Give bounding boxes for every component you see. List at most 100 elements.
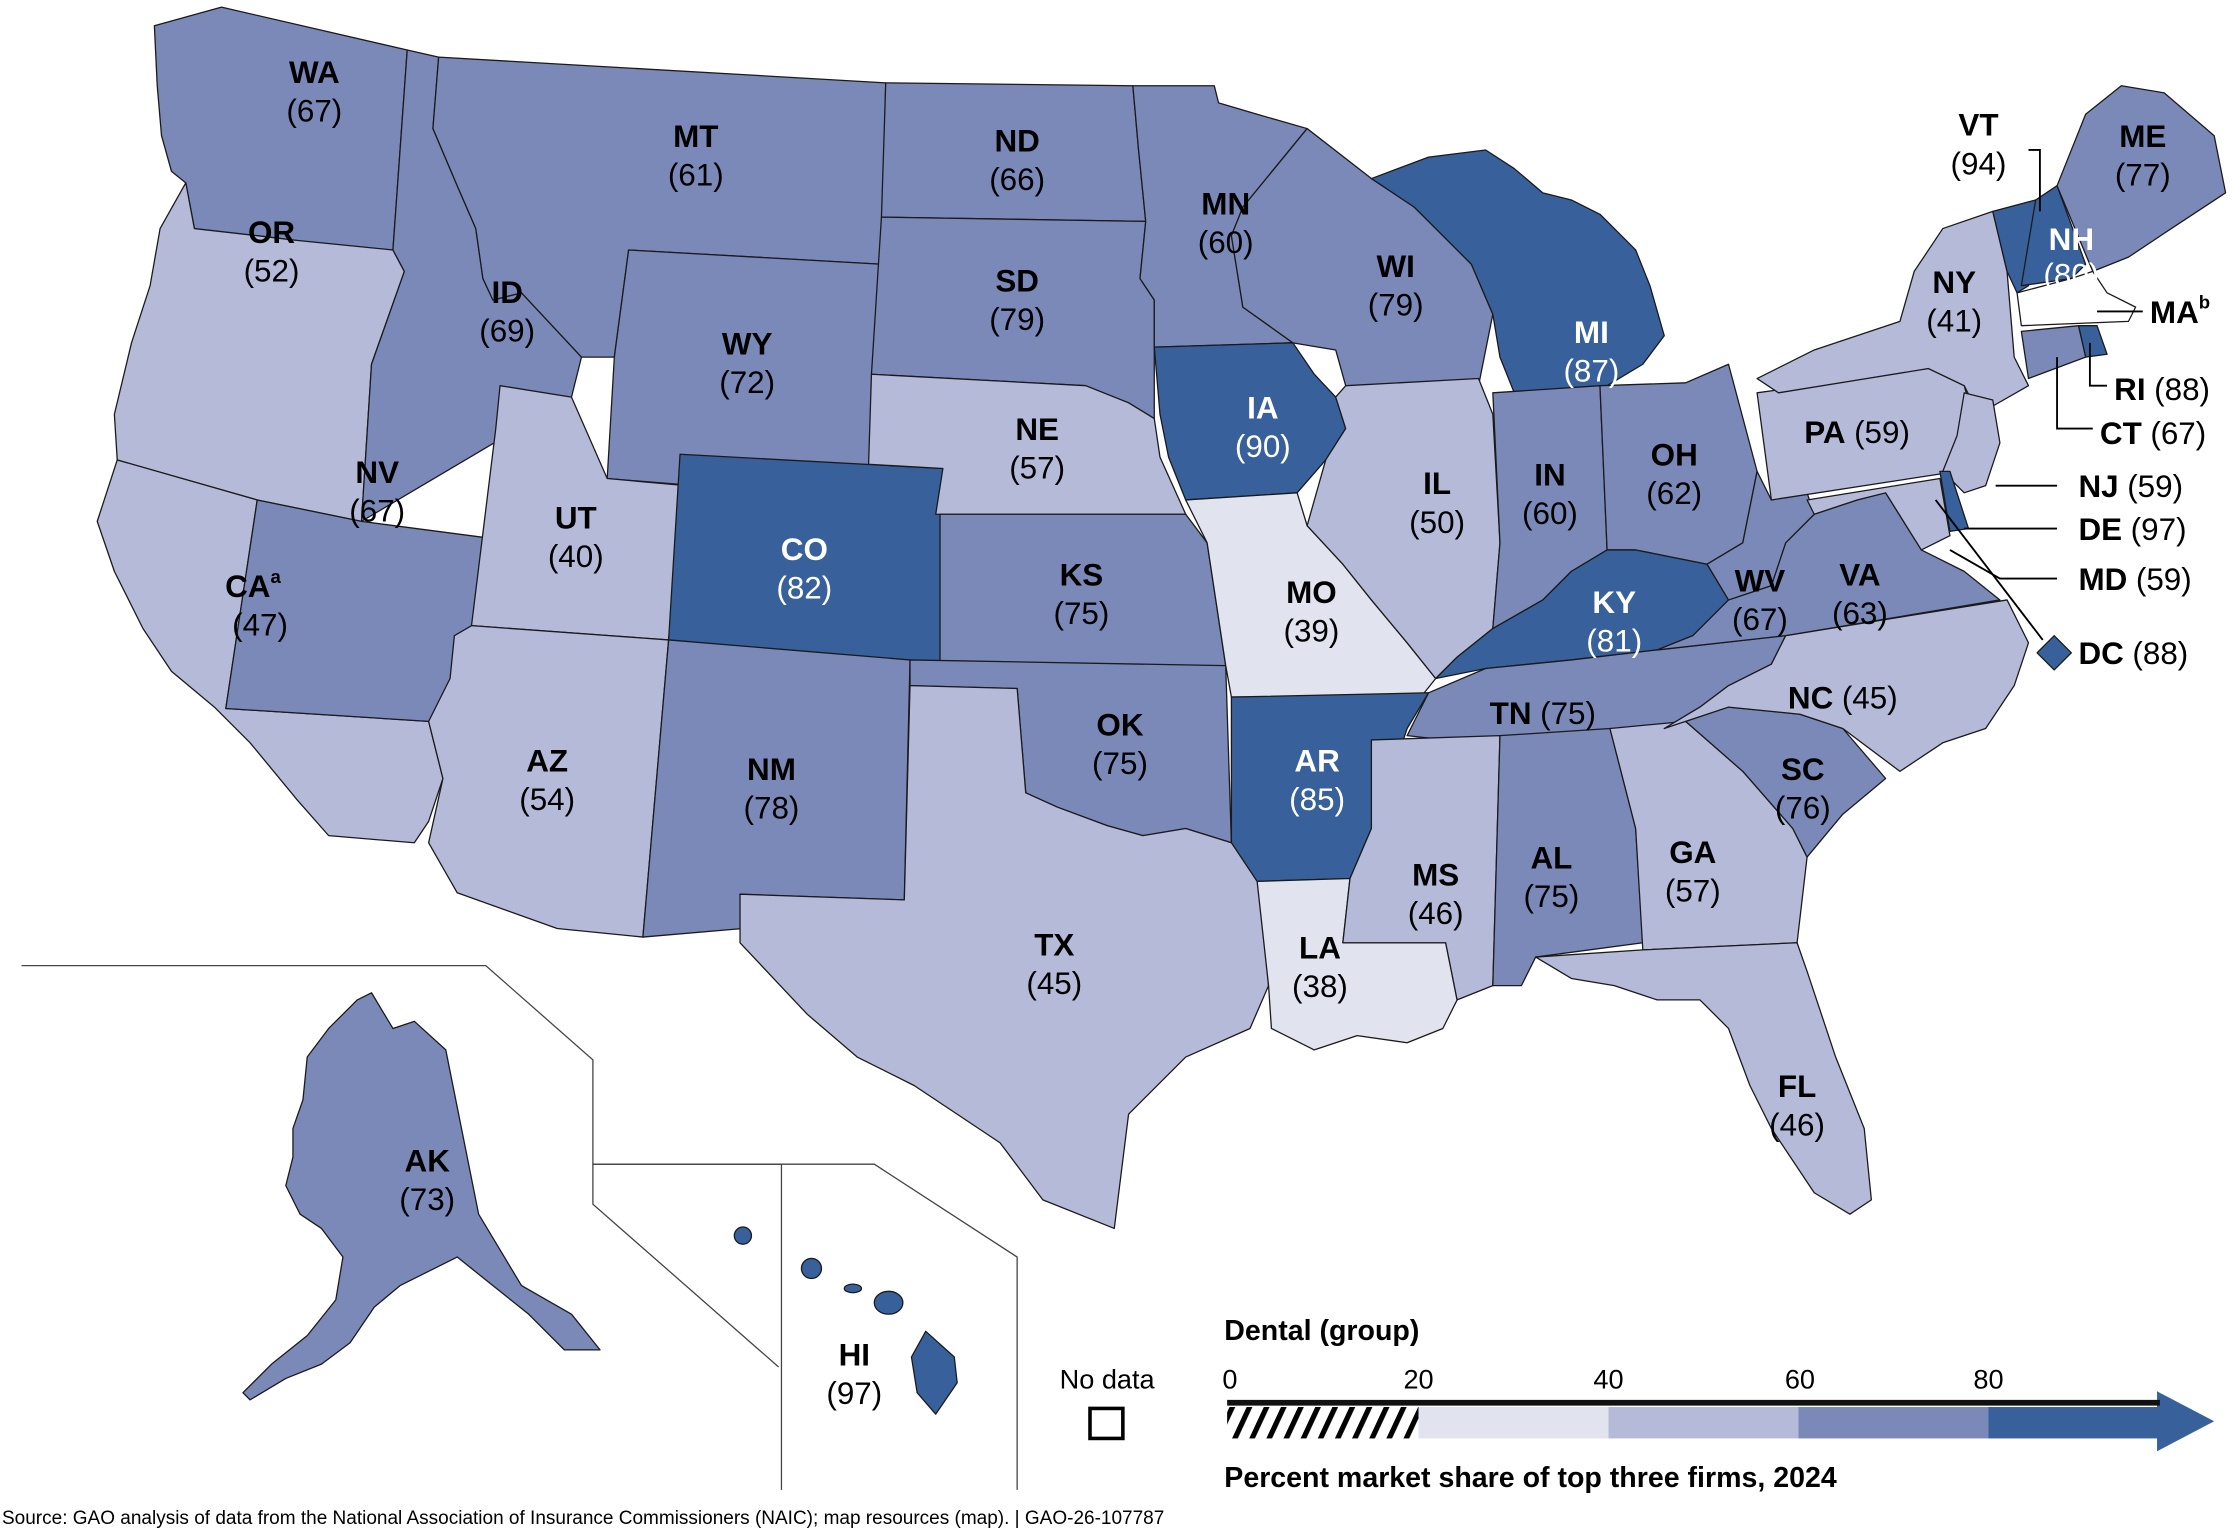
state-NE[interactable] — [867, 373, 1187, 515]
label-AZ-abbr: AZ — [526, 743, 568, 778]
label-AK-abbr: AK — [405, 1143, 451, 1178]
legend-bin-20-40 — [1418, 1407, 1609, 1439]
label-AZ-value: (54) — [519, 782, 575, 817]
label-OH-value: (62) — [1646, 476, 1702, 511]
state-NC[interactable] — [1663, 599, 2030, 772]
state-MI[interactable] — [1370, 149, 1665, 394]
state-CT[interactable] — [2020, 325, 2087, 380]
label-MS-abbr: MS — [1412, 858, 1459, 893]
label-NH-value: (80) — [2043, 258, 2099, 293]
label-IN-abbr: IN — [1534, 458, 1565, 493]
label-MA: MAb — [2150, 292, 2210, 330]
label-IN-value: (60) — [1522, 496, 1578, 531]
state-MD[interactable] — [1806, 477, 1951, 551]
state-NY[interactable] — [1756, 210, 2030, 415]
state-labels: WA (67) OR (52) CAa (47) ID (69) NV (67)… — [225, 55, 2210, 1411]
source-footer: Source: GAO analysis of data from the Na… — [2, 1508, 1165, 1529]
label-SD-abbr: SD — [995, 263, 1039, 298]
label-OK-value: (75) — [1092, 746, 1148, 781]
label-DC: DC (88) — [2078, 636, 2188, 671]
label-WY-value: (72) — [719, 365, 775, 400]
label-DE: DE (97) — [2078, 512, 2186, 547]
label-WY-abbr: WY — [722, 326, 773, 361]
label-RI: RI (88) — [2114, 372, 2210, 407]
label-OR-abbr: OR — [248, 215, 295, 250]
state-DC-marker[interactable] — [2036, 635, 2072, 671]
label-AK-value: (73) — [399, 1182, 455, 1217]
label-NV-abbr: NV — [355, 455, 399, 490]
label-MO-abbr: MO — [1286, 575, 1337, 610]
label-MN-value: (60) — [1198, 225, 1254, 260]
legend-arrow-head — [2157, 1391, 2215, 1452]
label-NM-value: (78) — [744, 790, 800, 825]
label-UT-abbr: UT — [555, 501, 597, 536]
label-PA: PA (59) — [1804, 415, 1910, 450]
state-NM[interactable] — [642, 639, 911, 938]
states-layer — [96, 6, 2227, 1415]
label-KS-abbr: KS — [1060, 558, 1104, 593]
label-SC-abbr: SC — [1781, 752, 1825, 787]
label-WA-value: (67) — [286, 93, 342, 128]
label-NE-abbr: NE — [1015, 412, 1059, 447]
label-NE-value: (57) — [1009, 451, 1065, 486]
label-LA-value: (38) — [1292, 969, 1348, 1004]
legend-no-data-swatch — [1088, 1406, 1125, 1441]
label-SD-value: (79) — [989, 302, 1045, 337]
state-AK[interactable] — [242, 992, 601, 1401]
label-TX-value: (45) — [1026, 966, 1082, 1001]
label-FL-abbr: FL — [1778, 1069, 1816, 1104]
legend-title: Dental (group) — [1224, 1315, 1419, 1347]
state-WA[interactable] — [153, 6, 408, 251]
label-ID-value: (69) — [479, 313, 535, 348]
label-KY-value: (81) — [1586, 623, 1642, 658]
state-TX[interactable] — [739, 685, 1270, 1230]
label-MI-value: (87) — [1563, 353, 1619, 388]
label-CT: CT (67) — [2100, 416, 2206, 451]
legend-bin-0-20 — [1227, 1407, 1419, 1439]
label-ID-abbr: ID — [491, 275, 522, 310]
legend-tick-80: 80 — [1973, 1363, 2003, 1394]
label-OR-value: (52) — [244, 253, 300, 288]
label-WV-abbr: WV — [1735, 563, 1786, 598]
label-WV-value: (67) — [1732, 602, 1788, 637]
legend-no-data-label: No data — [1060, 1363, 1156, 1394]
label-AL-value: (75) — [1523, 879, 1579, 914]
label-TN: TN (75) — [1490, 696, 1596, 731]
label-MT-abbr: MT — [673, 119, 718, 154]
label-MN-abbr: MN — [1201, 186, 1250, 221]
label-VA-abbr: VA — [1839, 558, 1880, 593]
label-IL-abbr: IL — [1423, 466, 1451, 501]
label-AR-value: (85) — [1289, 782, 1345, 817]
label-IL-value: (50) — [1409, 505, 1465, 540]
label-NY-value: (41) — [1926, 303, 1982, 338]
label-VT-value: (94) — [1951, 146, 2007, 181]
label-GA-abbr: GA — [1669, 835, 1716, 870]
state-HI[interactable] — [733, 1226, 958, 1415]
label-ND-abbr: ND — [994, 123, 1039, 158]
label-IA-value: (90) — [1235, 429, 1291, 464]
label-NY-abbr: NY — [1932, 265, 1976, 300]
label-KY-abbr: KY — [1592, 585, 1636, 620]
state-FL[interactable] — [1535, 942, 1873, 1215]
legend-bin-80-100 — [1988, 1407, 2160, 1439]
legend: No data Dental (group) 0 20 40 60 80 Per… — [1060, 1315, 2215, 1494]
label-LA-abbr: LA — [1299, 930, 1341, 965]
label-CO-abbr: CO — [781, 532, 828, 567]
legend-bin-40-60 — [1608, 1407, 1799, 1439]
inset-borders — [21, 964, 1018, 1490]
state-NJ[interactable] — [1942, 392, 2001, 494]
legend-tick-60: 60 — [1785, 1363, 1815, 1394]
label-GA-value: (57) — [1665, 873, 1721, 908]
label-OK-abbr: OK — [1096, 708, 1143, 743]
label-HI-abbr: HI — [839, 1338, 870, 1373]
label-TX-abbr: TX — [1034, 928, 1074, 963]
label-SC-value: (76) — [1775, 790, 1831, 825]
label-IA-abbr: IA — [1247, 391, 1278, 426]
label-AR-abbr: AR — [1294, 743, 1340, 778]
state-ME[interactable] — [2056, 85, 2227, 273]
state-IL[interactable] — [1306, 377, 1501, 680]
label-OH-abbr: OH — [1651, 438, 1698, 473]
label-NV-value: (67) — [349, 493, 405, 528]
legend-subtitle: Percent market share of top three firms,… — [1224, 1462, 1837, 1494]
label-MO-value: (39) — [1283, 613, 1339, 648]
